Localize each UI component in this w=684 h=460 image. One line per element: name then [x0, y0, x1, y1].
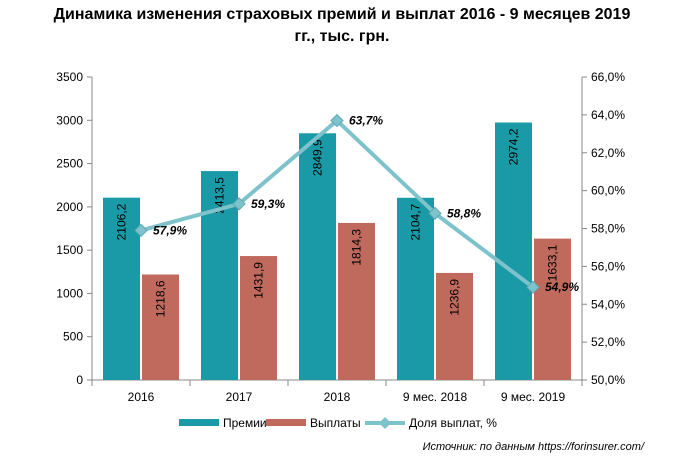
bar-vyplaty: [436, 272, 473, 380]
line-dolya-label: 58,8%: [447, 206, 481, 220]
bar-vyplaty-label: 1218,6: [154, 280, 168, 317]
bar-premii-label: 2106,2: [115, 203, 129, 240]
line-dolya-label: 59,3%: [251, 197, 285, 211]
y-right-tick-label: 50,0%: [591, 373, 625, 387]
bar-vyplaty-label: 1236,9: [448, 279, 462, 316]
y-left-tick-label: 500: [63, 330, 83, 344]
line-dolya-point: [232, 197, 246, 211]
y-left-tick-label: 0: [76, 373, 83, 387]
bar-vyplaty: [534, 238, 571, 380]
legend-label-dolya: Доля выплат, %: [409, 416, 497, 430]
line-dolya-point: [526, 280, 540, 294]
bar-vyplaty: [240, 256, 277, 380]
y-right-tick-label: 58,0%: [591, 222, 625, 236]
y-left-tick-label: 2000: [56, 200, 83, 214]
line-dolya-point: [428, 206, 442, 221]
line-dolya-label: 54,9%: [545, 280, 579, 294]
y-right-tick-label: 62,0%: [591, 146, 625, 160]
chart-title-line2: гг., тыс. грн.: [294, 28, 390, 45]
source-note: Источник: по данным https://forinsurer.c…: [422, 441, 644, 453]
line-dolya-point: [134, 223, 148, 238]
y-left-tick-label: 2500: [56, 157, 83, 171]
y-right-tick-label: 54,0%: [591, 297, 625, 311]
line-dolya: [140, 118, 535, 289]
line-dolya-label: 63,7%: [349, 114, 383, 128]
y-right-tick-label: 52,0%: [591, 335, 625, 349]
x-tick-label: 2017: [226, 390, 253, 404]
bar-premii: [103, 197, 140, 380]
bar-premii-label: 2104,7: [409, 203, 423, 240]
x-tick-label: 2016: [128, 390, 155, 404]
bar-premii: [397, 197, 434, 380]
legend-swatch-premii: [179, 419, 219, 426]
x-tick-label: 9 мес. 2018: [403, 390, 468, 404]
x-tick-label: 9 мес. 2019: [501, 390, 566, 404]
bar-vyplaty-label: 1431,9: [252, 262, 266, 299]
bar-vyplaty-label: 1814,3: [350, 229, 364, 266]
legend-label-premii: Премии: [223, 416, 267, 430]
line-dolya-label: 57,9%: [153, 223, 187, 237]
y-right-tick-label: 66,0%: [591, 70, 625, 84]
y-right-tick-label: 60,0%: [591, 184, 625, 198]
bar-premii-label: 2849,9: [311, 139, 325, 176]
y-left-tick-label: 3000: [56, 113, 83, 127]
bar-premii-label: 2413,5: [213, 177, 227, 214]
bar-vyplaty: [142, 274, 179, 380]
bar-premii-label: 2974,2: [507, 128, 521, 165]
legend-marker-dolya: [379, 417, 391, 429]
x-tick-label: 2018: [324, 390, 351, 404]
chart-title: Динамика изменения страховых премий и вы…: [0, 4, 684, 48]
legend-label-vyplaty: Выплаты: [310, 416, 361, 430]
y-left-tick-label: 1000: [56, 286, 83, 300]
y-left-tick-label: 3500: [56, 70, 83, 84]
y-right-tick-label: 56,0%: [591, 259, 625, 273]
bar-vyplaty: [338, 222, 375, 380]
bar-vyplaty-label: 1633,1: [546, 244, 560, 281]
chart-title-line1: Динамика изменения страховых премий и вы…: [53, 6, 631, 23]
line-dolya-point: [330, 113, 344, 128]
bar-premii: [495, 122, 532, 380]
y-left-tick-label: 1500: [56, 243, 83, 257]
legend-swatch-vyplaty: [266, 419, 306, 426]
bar-premii: [299, 133, 336, 380]
y-right-tick-label: 64,0%: [591, 108, 625, 122]
